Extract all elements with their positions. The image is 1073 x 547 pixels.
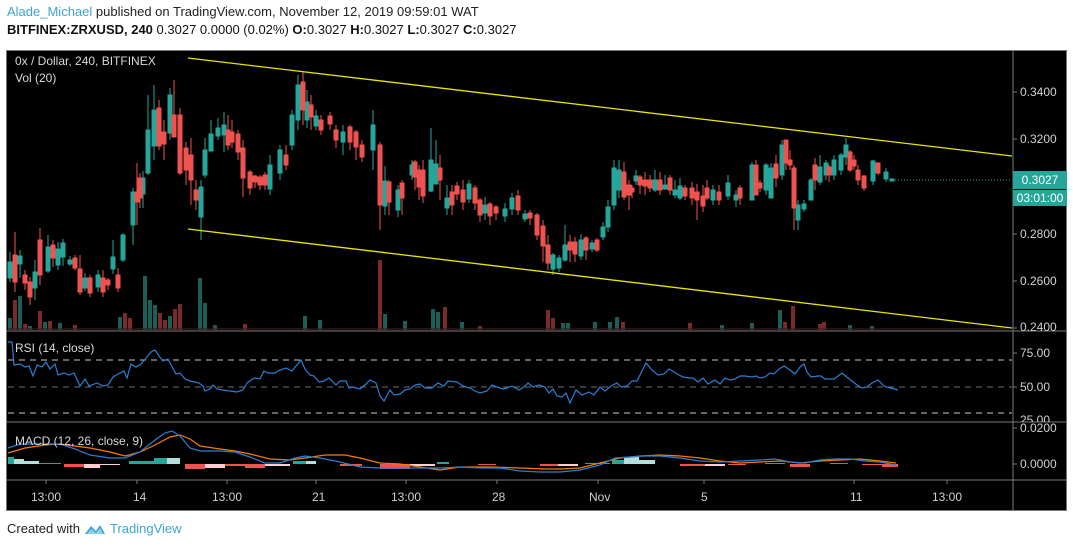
price-tick: 0.3400: [1020, 85, 1057, 99]
macd-tick: 0.0200: [1020, 421, 1057, 435]
close-value: 0.3027: [476, 22, 517, 37]
time-tick: 21: [312, 490, 326, 504]
rsi-line: [8, 341, 899, 405]
time-tick: 11: [850, 490, 863, 504]
channel-upper-trendline[interactable]: [187, 57, 1013, 157]
candlesticks: [7, 72, 895, 305]
time-tick: 13:00: [212, 490, 243, 504]
rsi-tick: 50.00: [1020, 380, 1051, 394]
time-tick: Nov: [589, 490, 611, 504]
macd-tick: 0.0000: [1020, 457, 1057, 471]
price-tick: 0.3200: [1020, 132, 1057, 146]
chart-frame[interactable]: [6, 50, 1067, 511]
rsi-tick: 25.00: [1020, 413, 1051, 422]
symbol-label: BITFINEX:ZRXUSD, 240: [7, 22, 153, 37]
footer: Created with TradingView: [7, 521, 182, 536]
time-axis-ticks: [45, 480, 948, 484]
low-value: 0.3027: [419, 22, 460, 37]
tradingview-logo-icon: [84, 524, 105, 534]
price-axis-ticks: [1013, 91, 1017, 465]
time-tick: 13:00: [31, 490, 62, 504]
tradingview-link[interactable]: TradingView: [109, 521, 182, 536]
price-tick: 0.2400: [1020, 320, 1057, 334]
time-tick: 13:00: [391, 490, 422, 504]
rsi-legend: RSI (14, close): [15, 341, 95, 355]
rsi-tick: 75.00: [1020, 346, 1051, 360]
price-tick: 0.2800: [1020, 227, 1057, 241]
volume-legend: Vol (20): [15, 71, 57, 85]
channel-lower-trendline[interactable]: [187, 228, 1013, 329]
published-text: published on TradingView.com, November 1…: [92, 4, 479, 19]
time-tick: 28: [492, 490, 506, 504]
open-value: 0.3027: [306, 22, 347, 37]
quote-change: 0.3027 0.0000 (0.02%): [152, 22, 293, 37]
time-tick: 13:00: [932, 490, 963, 504]
author-link[interactable]: Alade_Michael: [7, 4, 93, 19]
high-label: H:: [350, 22, 364, 37]
last-price-badge: 0.3027: [1013, 171, 1067, 189]
close-label: C:: [463, 22, 477, 37]
time-tick: 14: [133, 490, 147, 504]
price-tick: 0.2600: [1020, 274, 1057, 288]
macd-line: [7, 430, 897, 473]
macd-legend: MACD (12, 26, close, 9): [15, 434, 144, 448]
volume-bars: [8, 260, 1008, 330]
publish-info: Alade_Michael published on TradingView.c…: [7, 4, 479, 19]
low-label: L:: [407, 22, 420, 37]
high-value: 0.3027: [363, 22, 404, 37]
symbol-info: BITFINEX:ZRXUSD, 240 0.3027 0.0000 (0.02…: [7, 22, 517, 37]
main-pane-title: 0x / Dollar, 240, BITFINEX: [15, 54, 156, 68]
rsi-levels: [8, 359, 1012, 414]
created-with-label: Created with: [7, 521, 80, 536]
macd-histogram: [8, 457, 898, 469]
countdown-badge: 03:01:00: [1013, 190, 1067, 206]
open-label: O:: [292, 22, 307, 37]
time-tick: 5: [701, 490, 708, 504]
